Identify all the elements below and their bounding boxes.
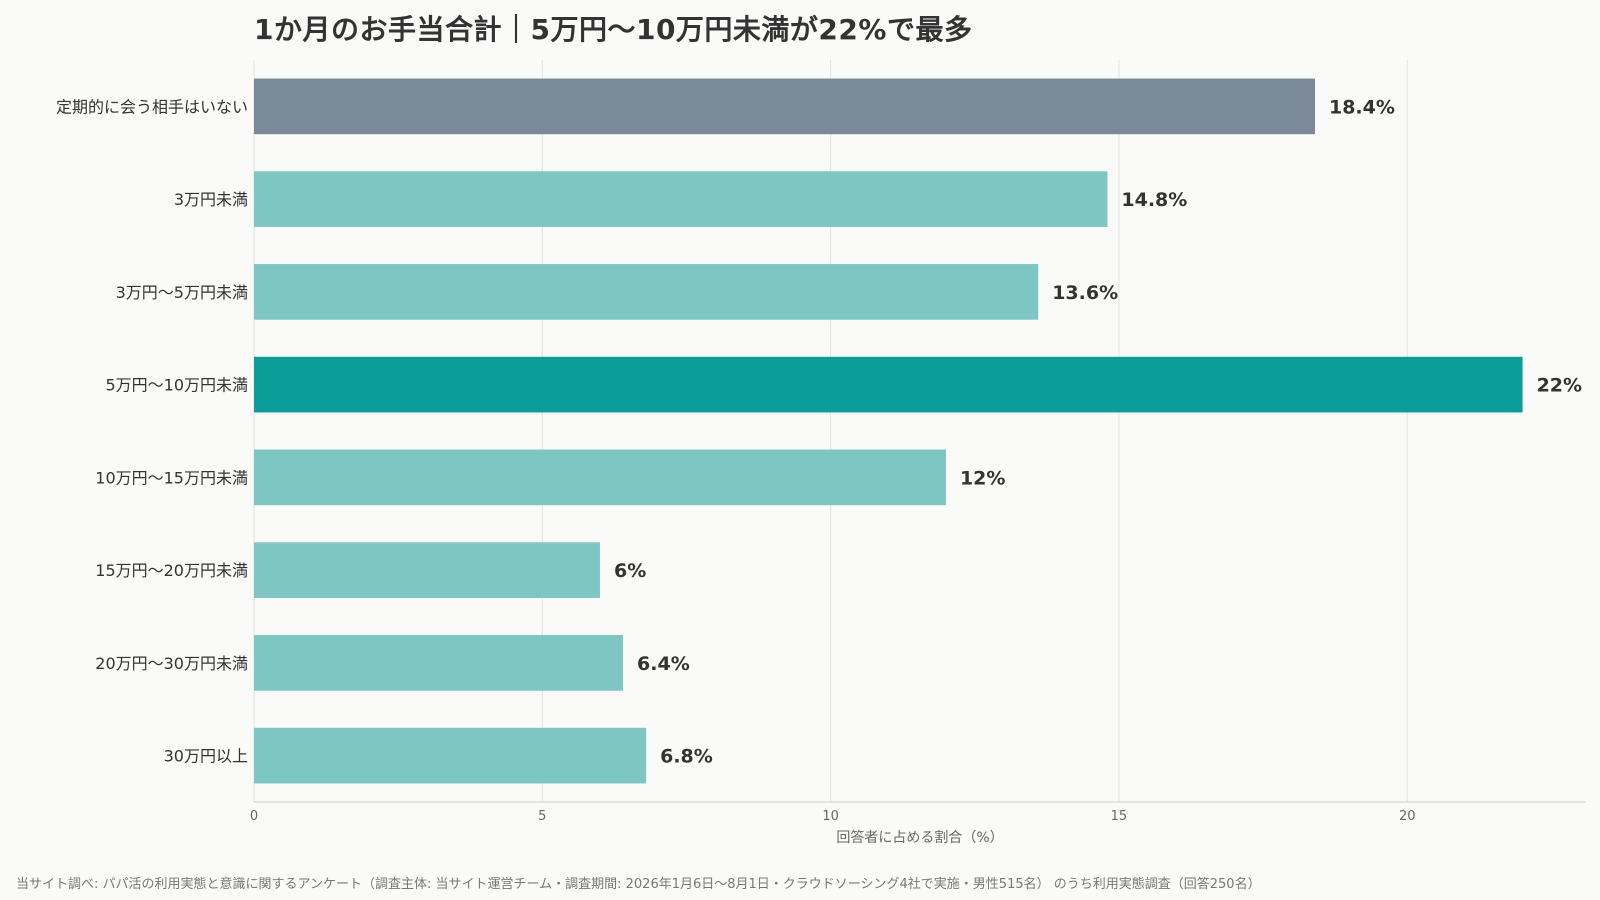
source-note: 当サイト調べ: パパ活の利用実態と意識に関するアンケート（調査主体: 当サイト運… [16,877,1261,892]
value-labels: 18.4% 14.8% 13.6% 22% 12% 6% 6.4% 6.8% [614,96,1582,767]
bar [254,264,1039,320]
bar [254,449,946,506]
bar-value-label: 6% [614,560,646,582]
category-label: 20万円〜30万円未満 [95,654,248,673]
bar [254,356,1523,413]
bar-value-label: 14.8% [1121,189,1187,211]
category-label: 3万円未満 [174,190,248,209]
category-label: 30万円以上 [164,747,248,766]
bars [254,78,1523,784]
bar [254,542,600,598]
bar-value-label: 13.6% [1052,282,1118,304]
x-axis-label: 回答者に占める割合（%） [836,829,1003,846]
category-labels: 定期的に会う相手はいない 3万円未満 3万円〜5万円未満 5万円〜10万円未満 10万円… [56,97,248,765]
bar-value-label: 6.4% [637,653,690,675]
category-label: 3万円〜5万円未満 [116,283,248,302]
category-label: 15万円〜20万円未満 [95,561,248,580]
x-axis-ticks: 0 5 10 15 20 [250,809,1416,824]
category-label: 5万円〜10万円未満 [105,376,248,395]
bar-value-label: 12% [960,467,1005,489]
chart-title: 1か月のお手当合計｜5万円〜10万円未満が22%で最多 [254,13,973,46]
bar [254,727,647,784]
bar-value-label: 22% [1537,375,1582,397]
bar [254,171,1108,227]
x-tick-label: 10 [822,809,839,824]
bar [254,635,624,691]
x-tick-label: 0 [250,809,258,824]
category-label: 10万円〜15万円未満 [95,468,248,487]
bar [254,78,1315,135]
category-label: 定期的に会う相手はいない [56,97,248,116]
bar-value-label: 6.8% [660,746,713,768]
x-tick-label: 5 [538,809,546,824]
x-tick-label: 20 [1399,809,1416,824]
bar-value-label: 18.4% [1329,96,1395,118]
x-tick-label: 15 [1111,809,1128,824]
